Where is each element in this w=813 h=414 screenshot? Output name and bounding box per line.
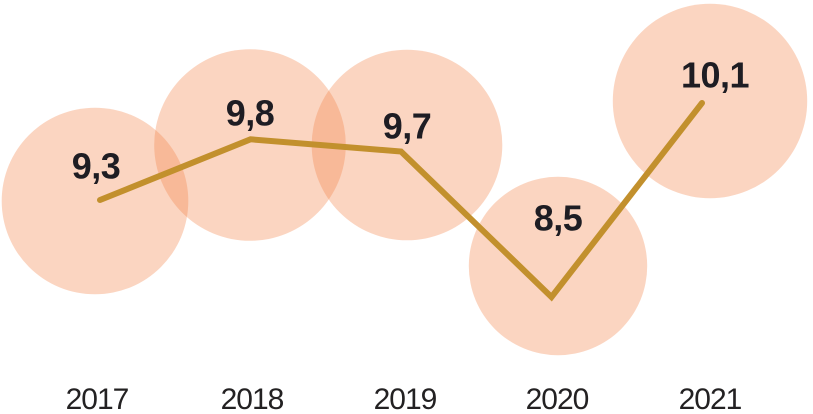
x-axis-label-2018: 2018 (221, 383, 284, 414)
trend-line (97, 100, 705, 302)
value-label-2020: 8,5 (534, 198, 583, 239)
bubble-2017 (1, 107, 189, 295)
x-axis-label-2019: 2019 (374, 383, 437, 414)
value-label-2017: 9,3 (72, 146, 121, 187)
x-axis-label-2017: 2017 (66, 383, 129, 414)
x-axis-label-2021: 2021 (679, 383, 742, 414)
value-label-2018: 9,8 (226, 93, 275, 134)
bubble-2018 (154, 49, 346, 241)
bubble-2021 (612, 3, 808, 199)
value-label-2019: 9,7 (383, 106, 432, 147)
x-axis-label-2020: 2020 (526, 383, 589, 414)
value-label-2021: 10,1 (681, 55, 750, 96)
bubble-2019 (311, 49, 503, 241)
bubble-2020 (468, 176, 648, 356)
